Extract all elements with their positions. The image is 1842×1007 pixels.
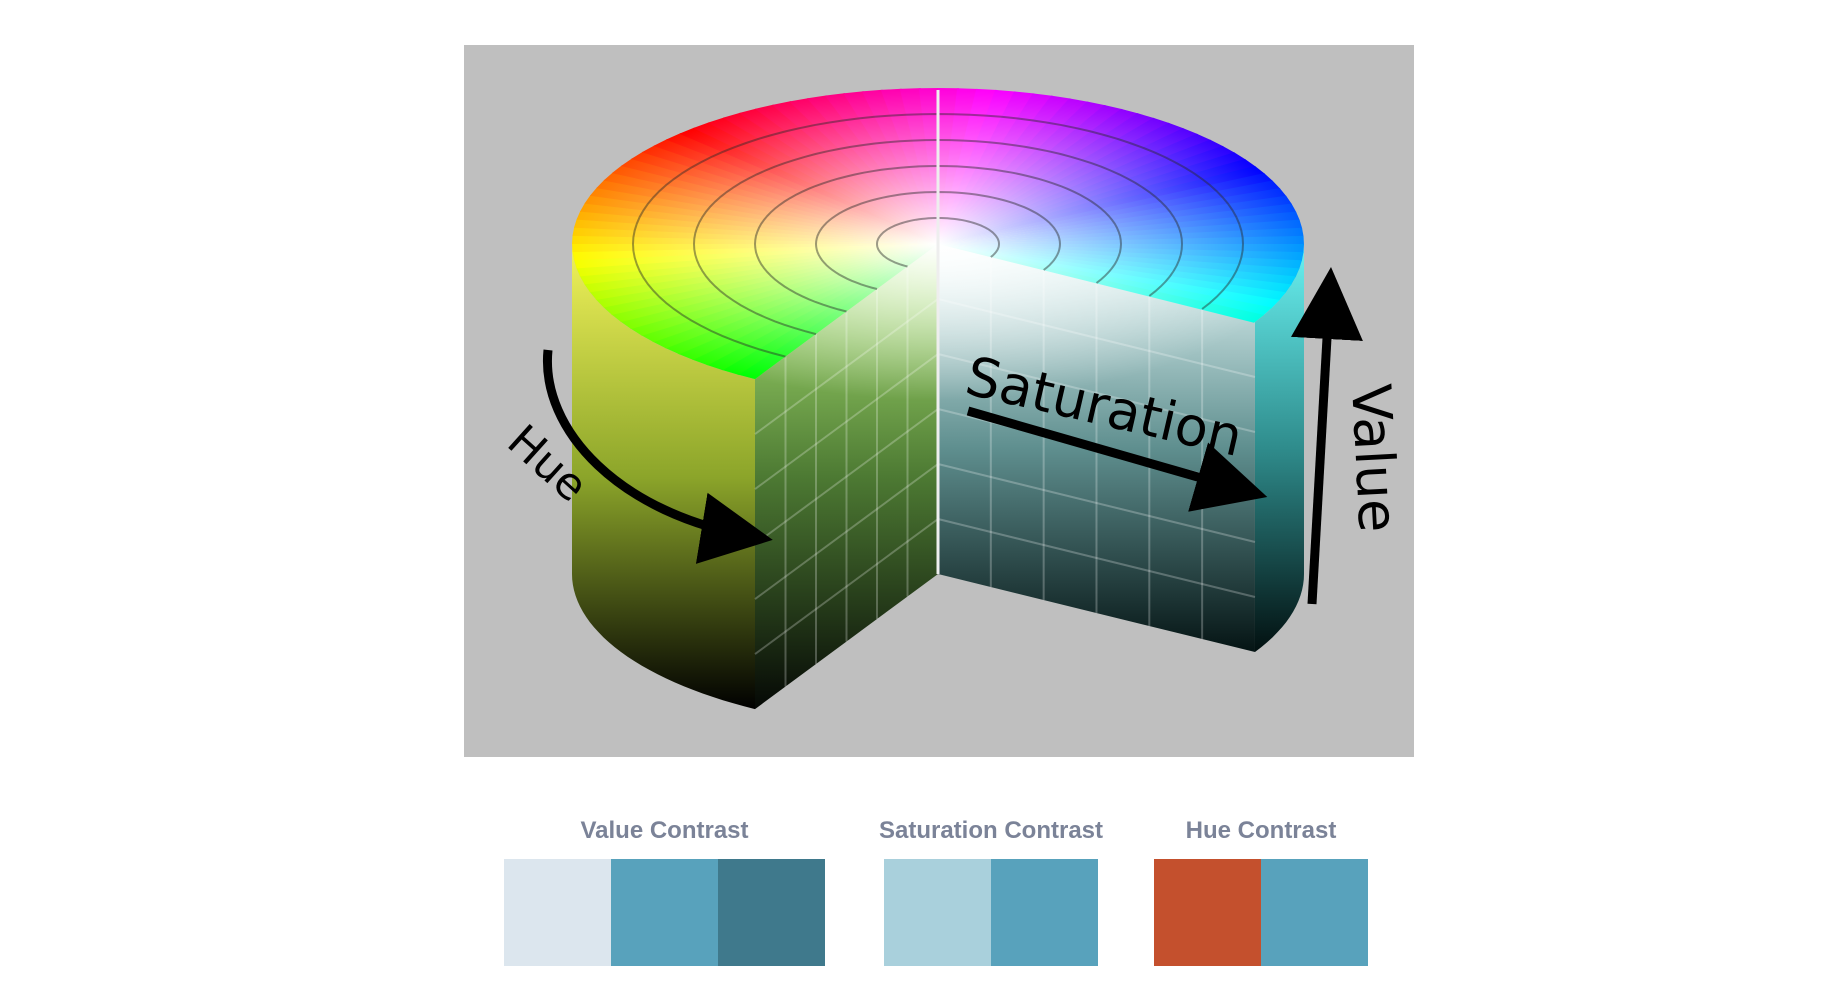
face-grid xyxy=(754,463,939,600)
value-label: Value xyxy=(1339,382,1410,533)
swatch-title: Hue Contrast xyxy=(1186,817,1337,844)
face-grid xyxy=(937,463,1256,543)
face-grid xyxy=(937,518,1256,598)
swatch xyxy=(991,859,1098,966)
face-grid xyxy=(754,518,939,655)
cylinder-side xyxy=(572,244,755,710)
top-ring xyxy=(692,138,1184,336)
hue-arrow xyxy=(542,349,773,564)
swatch xyxy=(718,859,825,966)
swatch xyxy=(884,859,991,966)
swatch xyxy=(1154,859,1261,966)
hsv-cylinder xyxy=(572,88,1304,710)
swatch xyxy=(504,859,611,966)
swatch-title: Value Contrast xyxy=(580,817,748,844)
top-ring xyxy=(814,190,1062,290)
swatch xyxy=(611,859,718,966)
top-ring xyxy=(875,217,1001,268)
swatch-groups: Value Contrast Saturation Contrast Hue Con… xyxy=(504,817,1368,966)
top-ring xyxy=(631,112,1245,358)
swatch xyxy=(1261,859,1368,966)
saturation-arrow xyxy=(966,406,1268,512)
top-ring xyxy=(753,164,1123,313)
swatch-title: Saturation Contrast xyxy=(879,817,1103,844)
cylinder-side xyxy=(1255,244,1304,652)
value-arrow xyxy=(1291,267,1363,605)
face-grid xyxy=(754,408,939,545)
